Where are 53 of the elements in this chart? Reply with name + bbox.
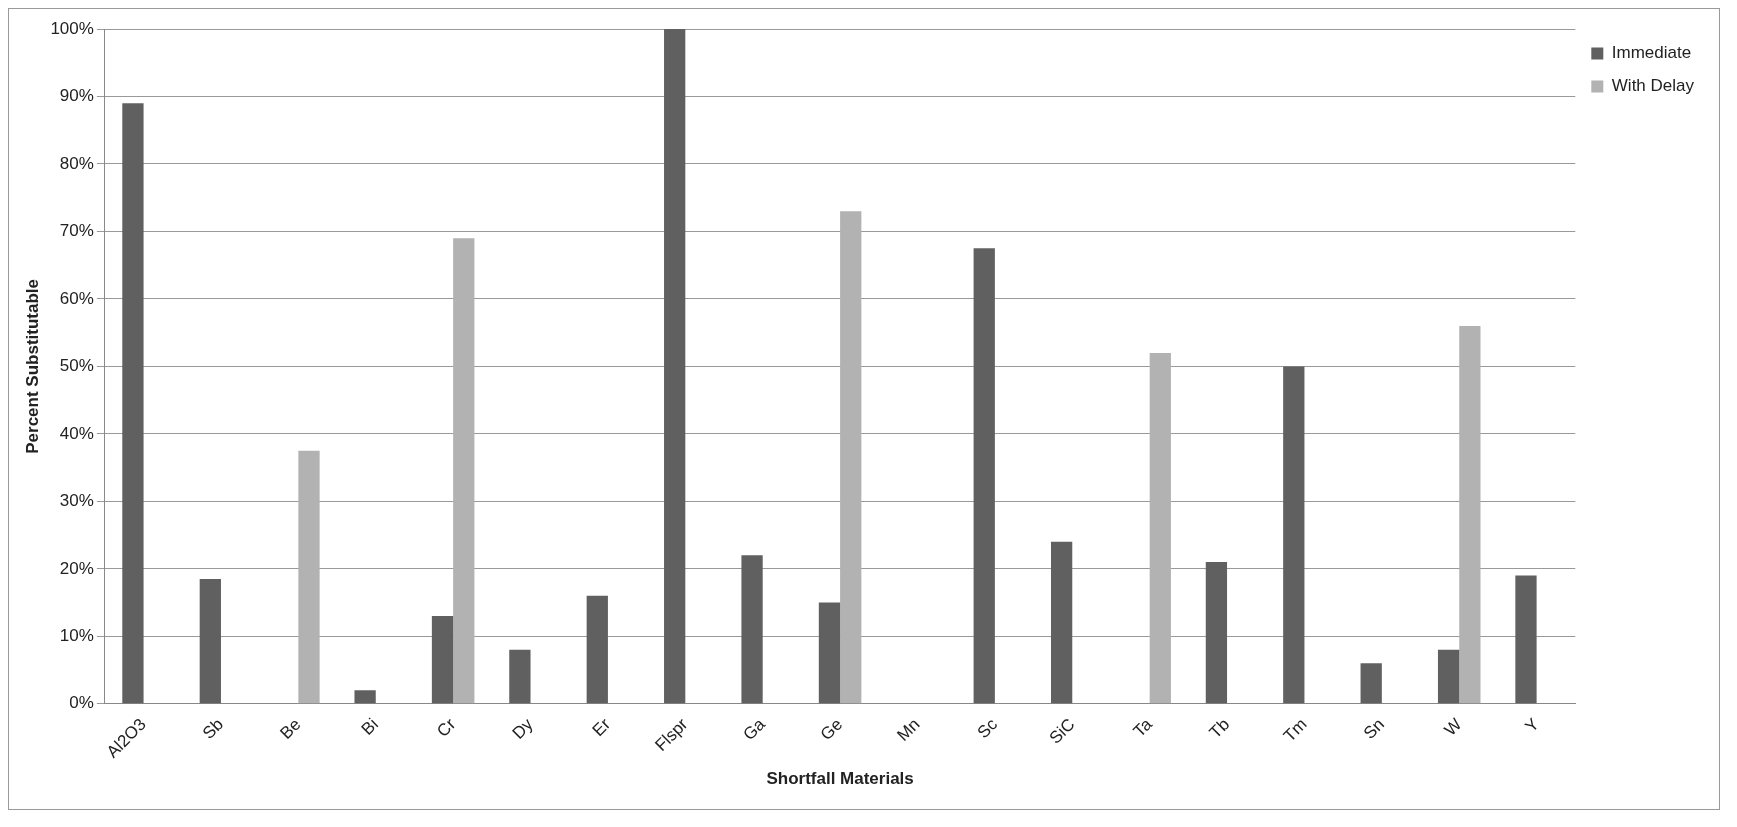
y-tick-label: 60% [59, 288, 94, 308]
bar [1437, 649, 1460, 704]
x-tick-label: Tm [1279, 714, 1311, 746]
bar [1360, 663, 1382, 704]
bar [354, 690, 376, 704]
bar [840, 211, 862, 704]
x-tick-label: Be [276, 714, 305, 743]
bar [1149, 352, 1171, 704]
bar [1515, 575, 1537, 704]
x-tick-label: Tb [1205, 714, 1234, 743]
bar [1283, 366, 1305, 704]
legend-label: Immediate [1611, 43, 1692, 63]
y-tick-label: 40% [59, 423, 94, 443]
x-tick-label: Er [588, 714, 615, 741]
y-tick-label: 100% [50, 18, 94, 38]
bar [298, 450, 320, 704]
y-tick-label: 80% [59, 153, 94, 173]
y-tick-label: 90% [59, 86, 94, 106]
x-axis-title: Shortfall Materials [766, 769, 914, 789]
bar [664, 29, 686, 704]
bar [199, 578, 221, 704]
bar [818, 602, 841, 704]
x-tick-label: Cr [433, 714, 460, 741]
bar [973, 248, 995, 704]
x-tick-label: Sn [1359, 714, 1388, 743]
x-tick-label: Bi [357, 714, 382, 739]
bar [1205, 562, 1228, 704]
y-tick-label: 30% [59, 491, 94, 511]
y-tick-label: 50% [59, 356, 94, 376]
y-tick-label: 10% [59, 625, 94, 645]
bar [741, 555, 763, 704]
x-tick-label: W [1440, 714, 1466, 740]
bar [1459, 325, 1481, 704]
x-tick-label: Mn [893, 714, 924, 745]
x-tick-label: Sb [198, 714, 228, 743]
bar [1050, 541, 1073, 704]
bar [509, 649, 531, 704]
x-tick-label: Y [1521, 714, 1543, 737]
x-tick-label: Ta [1129, 714, 1157, 741]
y-tick-label: 0% [69, 693, 94, 713]
x-tick-label: Ga [739, 714, 770, 745]
bar [453, 238, 475, 704]
x-tick-label: SiC [1045, 714, 1079, 748]
bar [431, 616, 454, 704]
y-tick-label: 70% [59, 221, 94, 241]
y-tick-label: 20% [59, 558, 94, 578]
legend-label: With Delay [1611, 76, 1695, 96]
x-tick-label: Sc [973, 714, 1002, 743]
x-tick-label: Ge [816, 714, 847, 745]
bar [586, 595, 608, 704]
bar [122, 103, 144, 704]
y-axis-title: Percent Substitutable [22, 279, 42, 454]
x-tick-label: Dy [508, 714, 538, 743]
